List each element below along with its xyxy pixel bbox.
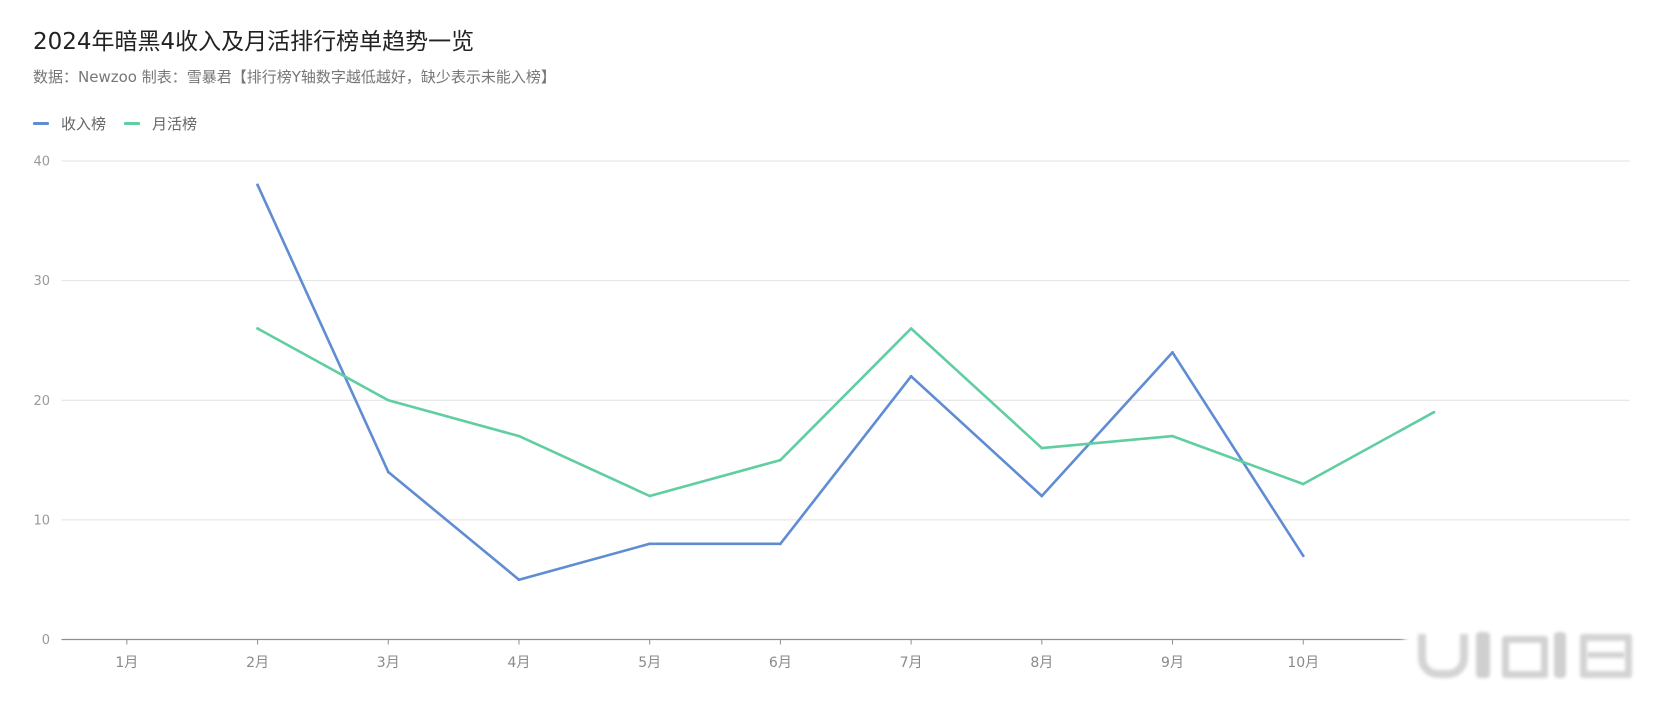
data-point <box>648 494 652 498</box>
watermark-glyph <box>1587 652 1625 658</box>
x-tick-label: 2月 <box>246 655 269 671</box>
watermark-glyph <box>1418 634 1468 678</box>
data-point <box>517 578 521 582</box>
data-point <box>386 470 390 474</box>
data-point <box>648 542 652 546</box>
legend-label-income: 收入榜 <box>61 114 107 133</box>
data-point <box>778 542 782 546</box>
series-line-0 <box>256 183 1305 581</box>
x-tick-label: 6月 <box>769 655 792 671</box>
watermark-glyph <box>1554 632 1566 678</box>
data-point <box>778 458 782 462</box>
data-point <box>1301 554 1305 558</box>
legend: 收入榜 月活榜 <box>33 112 215 134</box>
x-tick-label: 4月 <box>508 655 531 671</box>
y-tick-label: 10 <box>33 513 50 528</box>
data-point <box>386 398 390 402</box>
x-tick-label: 9月 <box>1161 655 1184 671</box>
data-point <box>909 374 913 378</box>
series-line-1 <box>256 327 1436 498</box>
watermark-glyph <box>1476 632 1490 678</box>
x-tick-label: 8月 <box>1030 655 1053 671</box>
data-point <box>1301 482 1305 486</box>
y-tick-label: 30 <box>33 274 50 289</box>
legend-label-mau: 月活榜 <box>152 114 198 133</box>
data-point <box>1171 351 1174 354</box>
data-point <box>909 327 913 330</box>
data-point <box>1040 494 1044 498</box>
legend-swatch-income <box>33 121 49 125</box>
x-tick-label: 10月 <box>1287 655 1319 671</box>
data-point <box>1432 410 1436 414</box>
x-tick-label: 3月 <box>377 655 400 671</box>
x-tick-label: 5月 <box>638 655 661 671</box>
chart-subtitle: 数据：Newzoo 制表：雪暴君【排行榜Y轴数字越低越好，缺少表示未能入榜】 <box>33 68 556 86</box>
data-point <box>517 434 521 438</box>
data-point <box>1171 434 1174 438</box>
watermark-glyph <box>1502 636 1548 678</box>
y-tick-label: 0 <box>42 633 50 648</box>
data-point <box>256 327 259 330</box>
y-tick-label: 40 <box>33 155 50 170</box>
watermark <box>1412 626 1642 686</box>
data-point <box>1040 446 1044 450</box>
watermark-glyph <box>1580 634 1632 678</box>
legend-item-income: 收入榜 <box>33 113 106 134</box>
chart-title: 2024年暗黑4收入及月活排行榜单趋势一览 <box>33 29 475 55</box>
legend-swatch-mau <box>124 121 141 125</box>
data-point <box>256 183 259 187</box>
x-tick-label: 1月 <box>115 655 138 671</box>
y-tick-label: 20 <box>33 394 50 409</box>
legend-item-mau: 月活榜 <box>124 113 197 134</box>
x-tick-label: 7月 <box>900 655 923 671</box>
